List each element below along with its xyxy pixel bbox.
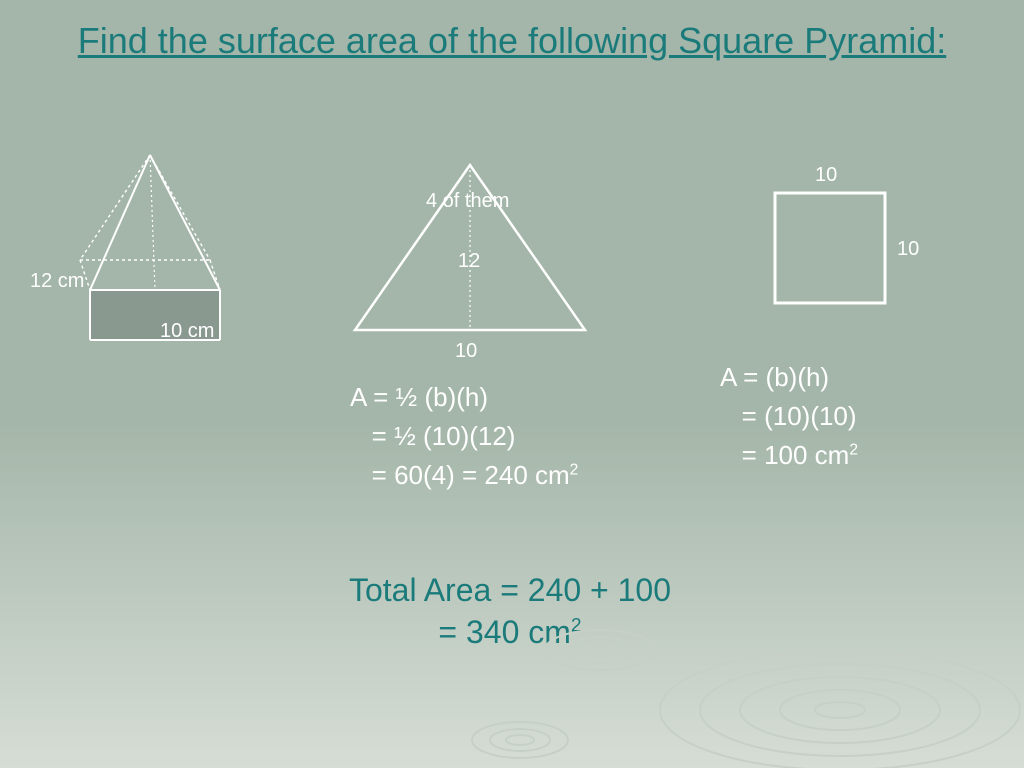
ripple-decoration (460, 550, 1024, 768)
triangle-base-label: 10 (455, 340, 477, 363)
triangle-formula-exp: 2 (570, 461, 579, 478)
square-formula-l3: = 100 cm (720, 440, 849, 470)
triangle-formula-l2: = ½ (10)(12) (350, 421, 515, 451)
square-formula: A = (b)(h) = (10)(10) = 100 cm2 (720, 358, 858, 475)
triangle-note: 4 of them (426, 190, 509, 213)
square-side-label: 10 (897, 238, 919, 261)
slide: Find the surface area of the following S… (0, 0, 1024, 768)
square-top-label: 10 (815, 164, 837, 187)
pyramid-height-label: 12 cm (30, 270, 84, 293)
square-formula-l2: = (10)(10) (720, 401, 857, 431)
pyramid-base-label: 10 cm (160, 320, 214, 343)
square-formula-l1: A = (b)(h) (720, 362, 829, 392)
triangle-height-label: 12 (458, 250, 480, 273)
triangle-formula-l1: A = ½ (b)(h) (350, 382, 488, 412)
square-formula-exp: 2 (849, 441, 858, 458)
triangle-formula-l3: = 60(4) = 240 cm (350, 460, 570, 490)
slide-title: Find the surface area of the following S… (0, 18, 1024, 63)
triangle-formula: A = ½ (b)(h) = ½ (10)(12) = 60(4) = 240 … (350, 378, 578, 495)
square-diagram (770, 188, 890, 308)
